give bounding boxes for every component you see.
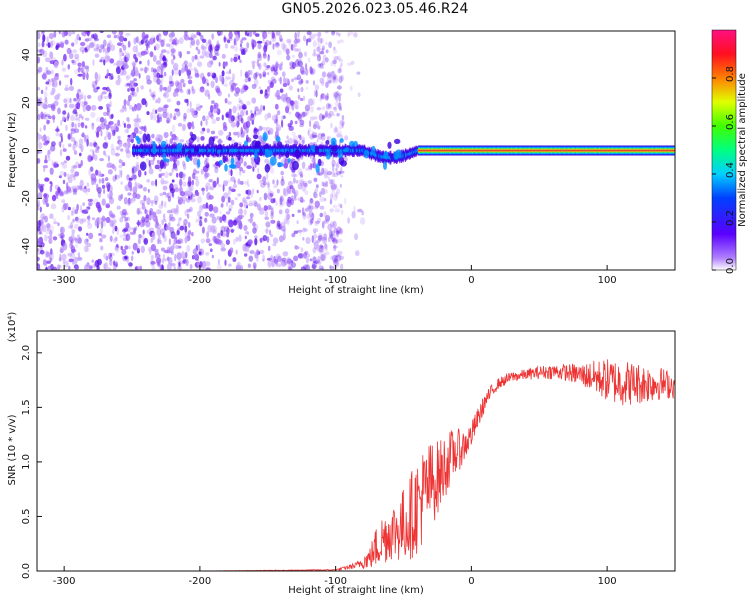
spectrogram-x-ticks: -300 -200 -100 0 100 — [53, 265, 617, 286]
snr-y-tick-label: 1.0 — [21, 454, 32, 470]
snr-y-tick-label: 0.0 — [21, 563, 32, 579]
colorbar-tick-label: 0.0 — [725, 258, 736, 274]
snr-x-tick-label: -200 — [189, 576, 212, 587]
snr-y-tick-label: 2.0 — [21, 345, 32, 361]
colorbar-tick-label: 0.6 — [725, 114, 736, 130]
snr-x-tick-label: -100 — [324, 576, 347, 587]
snr-x-label: Height of straight line (km) — [288, 585, 424, 596]
spectrogram-x-tick-label: 100 — [598, 275, 617, 286]
snr-panel: -300 -200 -100 0 100 0.0 0.5 1.0 1.5 2.0 Height … — [7, 312, 676, 596]
spectrogram-y-ticks: -40 -20 0 20 40 — [21, 49, 42, 254]
snr-x-tick-label: -300 — [53, 576, 76, 587]
colorbar-tick-label: 0.8 — [725, 66, 736, 82]
spectrogram-y-tick-label: 20 — [21, 96, 32, 109]
snr-y-multiplier: (x10⁴) — [7, 312, 18, 343]
spectrogram-x-label: Height of straight line (km) — [288, 285, 424, 296]
colorbar-tick-label: 0.4 — [725, 162, 736, 178]
colorbar-tick-label: 0.2 — [725, 210, 736, 226]
snr-x-tick-label: 100 — [598, 576, 617, 587]
snr-x-ticks: -300 -200 -100 0 100 — [53, 566, 617, 587]
colorbar-gradient — [711, 29, 737, 271]
spectrogram-y-label: Frequency (Hz) — [7, 112, 18, 188]
colorbar-label: Normalized spectral amplitude — [737, 73, 748, 227]
snr-y-label: SNR (10 * v/v) — [7, 414, 18, 485]
spectrogram-y-tick-label: -20 — [21, 190, 32, 206]
colorbar-ticks: 0.0 0.2 0.4 0.6 0.8 — [712, 66, 736, 274]
spectrogram-x-tick-label: -100 — [324, 275, 347, 286]
spectrogram-y-tick-label: 0 — [21, 147, 32, 153]
snr-y-ticks: 0.0 0.5 1.0 1.5 2.0 — [21, 345, 42, 579]
spectrogram-y-tick-label: 40 — [21, 49, 32, 62]
snr-series-line — [37, 359, 675, 571]
colorbar: 0.0 0.2 0.4 0.6 0.8 Normalized spectral ampl… — [711, 29, 748, 274]
snr-y-tick-label: 1.5 — [21, 399, 32, 415]
figure-title: GN05.2026.023.05.46.R24 — [281, 1, 469, 17]
spectrogram-y-tick-label: -40 — [21, 238, 32, 254]
spectrogram-x-tick-label: 0 — [468, 275, 474, 286]
snr-frame — [36, 330, 676, 572]
spectrogram-x-tick-label: -300 — [53, 275, 76, 286]
spectrogram-x-tick-label: -200 — [189, 275, 212, 286]
snr-y-tick-label: 0.5 — [21, 509, 32, 525]
snr-x-tick-label: 0 — [468, 576, 474, 587]
spectrogram-heatmap — [37, 31, 675, 270]
